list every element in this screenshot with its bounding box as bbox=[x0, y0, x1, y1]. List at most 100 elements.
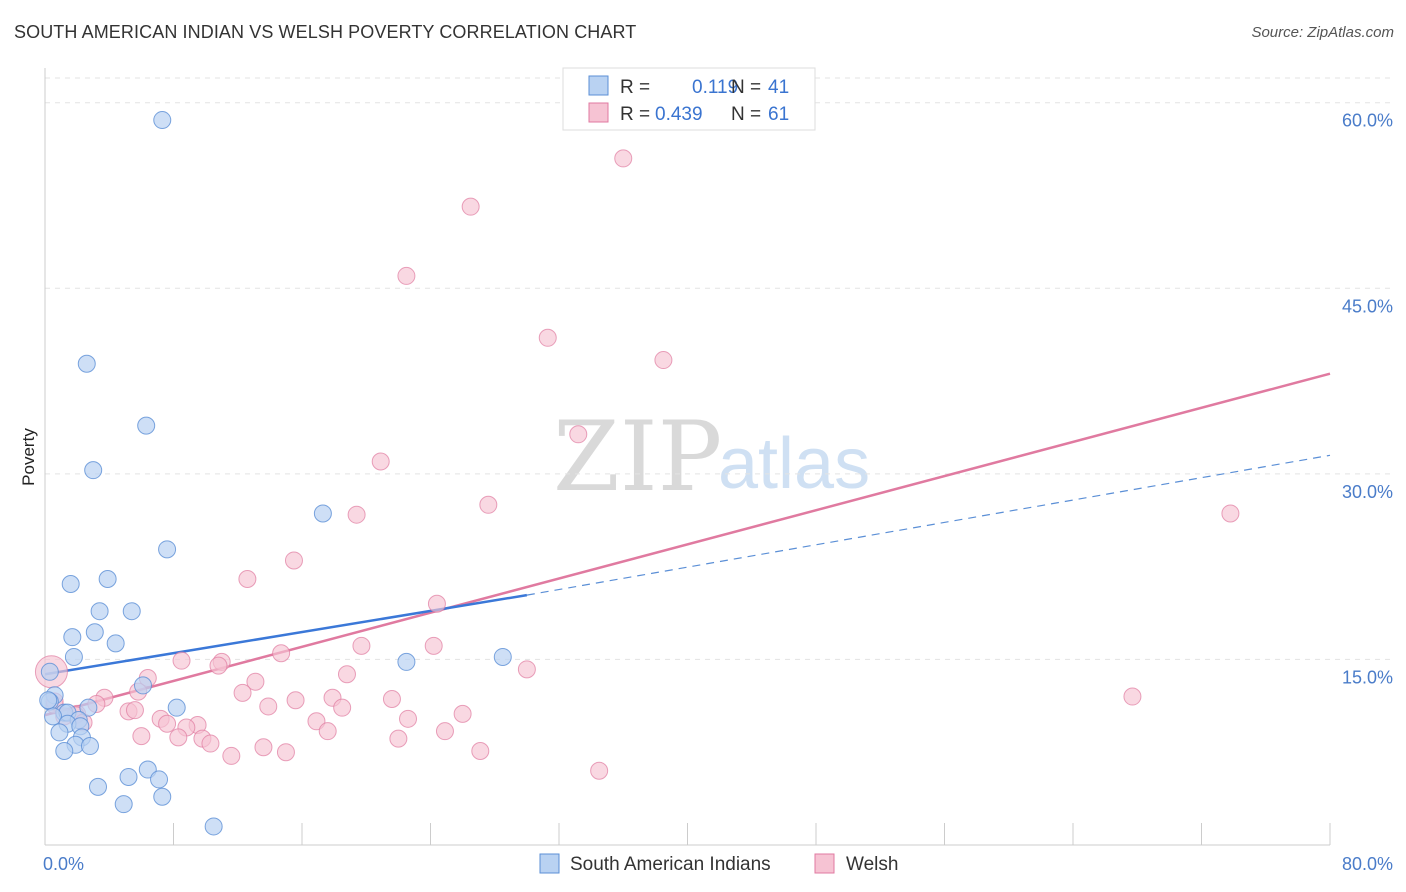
welsh-point-15 bbox=[272, 644, 291, 663]
chart-title: SOUTH AMERICAN INDIAN VS WELSH POVERTY C… bbox=[14, 22, 637, 42]
welsh-point-47 bbox=[318, 722, 337, 741]
south-american-indian-point-9 bbox=[122, 602, 141, 621]
legend-r-label-1: R = bbox=[620, 77, 650, 98]
legend-r-label-2: R = bbox=[620, 104, 650, 125]
source-credit: Source: ZipAtlas.com bbox=[1251, 24, 1394, 41]
south-american-indian-point-16 bbox=[40, 662, 59, 681]
y-axis-title: Poverty bbox=[19, 428, 38, 486]
welsh-point-49 bbox=[169, 728, 188, 747]
welsh-point-54 bbox=[254, 738, 273, 757]
welsh-point-31 bbox=[259, 697, 278, 716]
y-tick-label-0: 15.0% bbox=[1342, 667, 1393, 687]
welsh-point-16 bbox=[172, 651, 191, 670]
south-american-indian-point-20 bbox=[167, 698, 186, 717]
welsh-point-48 bbox=[435, 722, 454, 741]
welsh-point-13 bbox=[352, 636, 371, 655]
welsh-point-29 bbox=[286, 691, 305, 710]
y-tick-label-1: 30.0% bbox=[1342, 482, 1393, 502]
south-american-indian-point-39 bbox=[204, 817, 223, 836]
welsh-point-12 bbox=[427, 594, 446, 613]
south-american-indian-point-3 bbox=[84, 461, 103, 480]
bottom-legend: South American Indians Welsh bbox=[539, 853, 898, 875]
welsh-point-0 bbox=[614, 149, 633, 168]
welsh-point-20 bbox=[337, 665, 356, 684]
south-american-indian-points bbox=[39, 111, 512, 836]
south-american-indian-point-11 bbox=[85, 623, 104, 642]
south-american-indian-point-1 bbox=[77, 354, 96, 373]
south-american-indian-point-2 bbox=[137, 416, 156, 435]
south-american-indian-point-17 bbox=[133, 676, 152, 695]
welsh-point-22 bbox=[246, 672, 265, 691]
south-american-indian-point-6 bbox=[98, 570, 117, 589]
welsh-point-28 bbox=[382, 690, 401, 709]
welsh-point-9 bbox=[1221, 504, 1240, 523]
welsh-point-8 bbox=[347, 505, 366, 524]
welsh-point-2 bbox=[397, 266, 416, 285]
legend-swatch-blue bbox=[588, 75, 609, 96]
south-american-indian-point-14 bbox=[493, 647, 512, 666]
legend-swatch-pink bbox=[588, 102, 609, 123]
welsh-point-5 bbox=[569, 425, 588, 444]
south-american-indian-trend-line bbox=[44, 593, 528, 676]
welsh-point-58 bbox=[590, 761, 609, 780]
welsh-point-6 bbox=[371, 452, 390, 471]
south-american-indian-point-40 bbox=[39, 691, 58, 710]
bottom-legend-swatch-pink bbox=[814, 853, 835, 874]
welsh-point-44 bbox=[158, 714, 177, 733]
y-tick-label-2: 45.0% bbox=[1342, 296, 1393, 316]
south-american-indian-point-0 bbox=[153, 111, 172, 130]
watermark: ZIP atlas bbox=[553, 401, 870, 513]
bottom-legend-swatch-blue bbox=[539, 853, 560, 874]
welsh-trend-line bbox=[44, 372, 1331, 717]
south-american-indian-point-34 bbox=[119, 767, 138, 786]
legend-n-value-1: 41 bbox=[768, 77, 789, 98]
bottom-legend-label-south-american-indians: South American Indians bbox=[570, 854, 771, 875]
south-american-indian-point-32 bbox=[55, 741, 74, 760]
welsh-point-10 bbox=[284, 551, 303, 570]
welsh-point-42 bbox=[399, 709, 418, 728]
watermark-zip: ZIP bbox=[553, 401, 722, 513]
bottom-legend-label-welsh: Welsh bbox=[846, 854, 898, 875]
south-american-indian-point-15 bbox=[397, 652, 416, 671]
y-tick-label-3: 60.0% bbox=[1342, 111, 1393, 131]
south-american-indian-point-28 bbox=[50, 723, 69, 742]
legend-n-label-1: N = bbox=[731, 77, 761, 98]
welsh-point-4 bbox=[654, 351, 673, 370]
welsh-point-14 bbox=[424, 636, 443, 655]
legend-n-label-2: N = bbox=[731, 104, 761, 125]
south-american-indian-point-35 bbox=[150, 770, 169, 789]
x-tick-label-min: 0.0% bbox=[43, 854, 84, 874]
welsh-point-19 bbox=[517, 660, 536, 679]
welsh-point-57 bbox=[222, 746, 241, 765]
welsh-point-53 bbox=[201, 734, 220, 753]
welsh-point-32 bbox=[333, 698, 352, 717]
south-american-indian-point-4 bbox=[313, 504, 332, 523]
south-american-indian-point-8 bbox=[90, 602, 109, 621]
welsh-point-3 bbox=[538, 328, 557, 347]
south-american-indian-point-12 bbox=[106, 634, 125, 653]
welsh-point-56 bbox=[471, 741, 490, 760]
y-tick-labels: 15.0% 30.0% 45.0% 60.0% bbox=[1342, 111, 1393, 688]
legend: R = 0.119 N = 41 R = 0.439 N = 61 bbox=[562, 67, 816, 131]
south-american-indian-point-5 bbox=[158, 540, 177, 559]
welsh-point-36 bbox=[453, 704, 472, 723]
x-tick-label-max: 80.0% bbox=[1342, 854, 1393, 874]
south-american-indian-point-31 bbox=[80, 737, 99, 756]
legend-n-value-2: 61 bbox=[768, 104, 789, 125]
south-american-indian-point-10 bbox=[63, 628, 82, 647]
welsh-point-52 bbox=[389, 729, 408, 748]
welsh-point-7 bbox=[479, 495, 498, 514]
legend-r-value-2: 0.439 bbox=[655, 104, 703, 125]
welsh-point-34 bbox=[125, 701, 144, 720]
welsh-point-23 bbox=[233, 683, 252, 702]
south-american-indian-point-37 bbox=[153, 787, 172, 806]
welsh-point-11 bbox=[238, 570, 257, 589]
south-american-indian-trend-extension bbox=[526, 454, 1331, 596]
welsh-point-24 bbox=[1123, 687, 1142, 706]
watermark-atlas: atlas bbox=[718, 424, 870, 504]
south-american-indian-point-21 bbox=[79, 698, 98, 717]
trend-lines bbox=[44, 372, 1331, 717]
legend-r-value-1: 0.119 bbox=[692, 77, 738, 98]
welsh-point-1 bbox=[461, 197, 480, 216]
